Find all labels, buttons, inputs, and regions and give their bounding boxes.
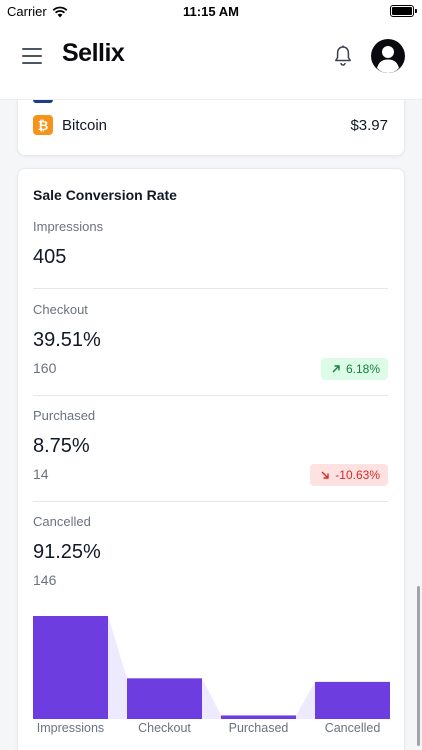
- carrier-indicator: Carrier: [7, 4, 68, 19]
- funnel-label-checkout: Checkout: [138, 721, 191, 735]
- funnel-label-impressions: Impressions: [36, 721, 105, 735]
- divider: [33, 501, 388, 502]
- arrow-up-right-icon: [332, 365, 340, 373]
- metric-count: 146: [33, 572, 57, 588]
- metric-count: 14: [33, 466, 49, 482]
- payment-method-icon: [33, 100, 53, 103]
- metric-label: Checkout: [33, 302, 88, 317]
- metric-cancelled: Cancelled 91.25% 146: [33, 514, 388, 588]
- metric-value: 405: [33, 246, 67, 268]
- metric-label: Cancelled: [33, 514, 91, 529]
- status-bar: Carrier 11:15 AM: [0, 0, 422, 24]
- metric-purchased: Purchased 8.75% 14 -10.63%: [33, 408, 388, 502]
- trend-value: 6.18%: [345, 362, 380, 376]
- wifi-icon: [52, 6, 68, 17]
- user-avatar-icon[interactable]: [371, 39, 405, 73]
- divider: [33, 288, 388, 289]
- carrier-label: Carrier: [7, 4, 47, 19]
- metric-impressions: Impressions 405: [33, 219, 388, 289]
- menu-icon[interactable]: [22, 48, 42, 64]
- trend-value: -10.63%: [335, 468, 380, 482]
- conversion-funnel-chart: [33, 616, 390, 719]
- funnel-connector: [296, 681, 315, 719]
- bitcoin-icon: ₿: [33, 115, 53, 135]
- bell-icon[interactable]: [333, 45, 353, 67]
- battery-icon: [390, 5, 417, 17]
- metric-checkout: Checkout 39.51% 160 6.18%: [33, 302, 388, 396]
- funnel-connector: [108, 616, 127, 719]
- funnel-label-purchased: Purchased: [228, 721, 289, 735]
- payment-method-name: Bitcoin: [62, 116, 108, 134]
- arrow-down-right-icon: [321, 471, 329, 479]
- funnel-label-cancelled: Cancelled: [324, 721, 381, 735]
- payment-methods-card: ₿ Bitcoin $3.97: [17, 100, 405, 156]
- card-title: Sale Conversion Rate: [33, 187, 177, 203]
- metric-value: 39.51%: [33, 329, 101, 351]
- status-time: 11:15 AM: [183, 4, 239, 19]
- metric-value: 8.75%: [33, 435, 90, 457]
- funnel-bar-purchased[interactable]: [221, 715, 296, 719]
- metric-label: Impressions: [33, 219, 104, 234]
- trend-badge-up: 6.18%: [320, 358, 388, 380]
- brand-logo[interactable]: Sellix: [62, 39, 125, 67]
- funnel-bar-cancelled[interactable]: [315, 681, 390, 719]
- metric-label: Purchased: [33, 408, 96, 423]
- funnel-connector: [202, 678, 221, 719]
- app-header: Sellix: [0, 24, 422, 100]
- scrollbar[interactable]: [417, 586, 420, 746]
- metric-value: 91.25%: [33, 541, 101, 563]
- payment-row-bitcoin: ₿ Bitcoin $3.97: [33, 114, 388, 136]
- funnel-bar-impressions[interactable]: [33, 616, 108, 719]
- dashboard-content[interactable]: ₿ Bitcoin $3.97 Sale Conversion Rate Imp…: [0, 100, 422, 750]
- trend-badge-down: -10.63%: [310, 464, 388, 486]
- funnel-bar-checkout[interactable]: [127, 678, 202, 719]
- payment-method-amount: $3.97: [350, 116, 388, 134]
- divider: [33, 395, 388, 396]
- metric-count: 160: [33, 360, 57, 376]
- sale-conversion-card: Sale Conversion Rate Impressions 405 Che…: [17, 168, 405, 750]
